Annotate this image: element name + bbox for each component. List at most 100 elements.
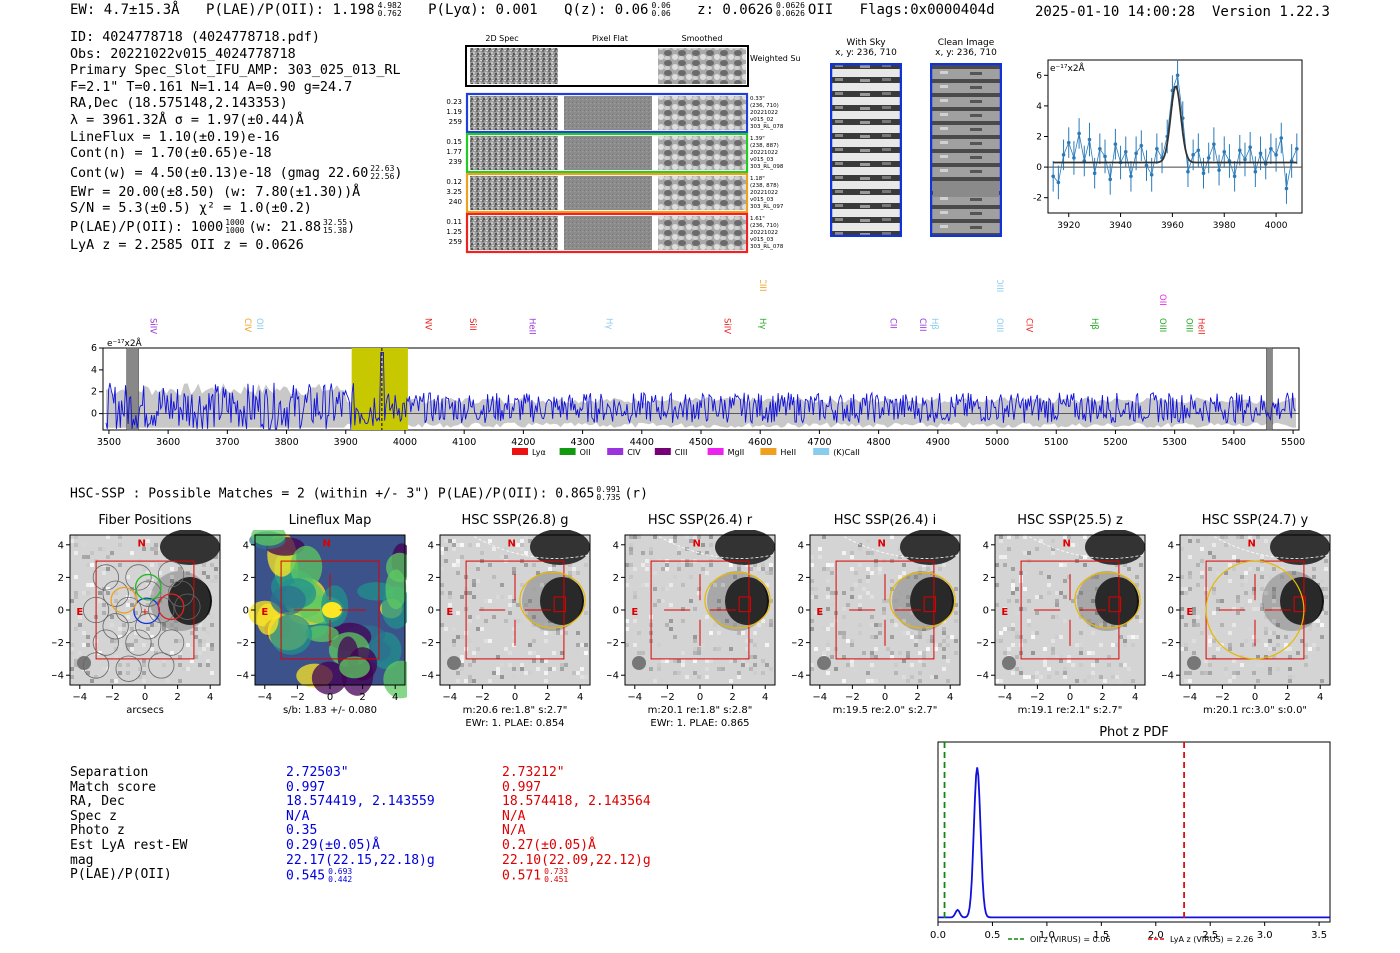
image-pixel [878,539,882,543]
image-pixel [572,567,576,571]
faint-source [1187,656,1201,670]
image-pixel [214,579,218,583]
image-pixel [858,543,862,547]
image-pixel [641,551,645,555]
faint-source [447,656,461,670]
image-pixel [1003,607,1007,611]
image-pixel [150,643,154,647]
image-pixel [1091,663,1095,667]
panel-xtick-label: −2 [1215,692,1230,703]
image-pixel [130,647,134,651]
image-pixel [890,535,894,539]
image-pixel [488,563,492,567]
image-pixel [930,635,934,639]
image-pixel [1051,651,1055,655]
image-pixel [942,655,946,659]
image-pixel [810,619,814,623]
image-pixel [1220,535,1224,539]
image-pixel [142,659,146,663]
image-pixel [866,567,870,571]
image-pixel [922,563,926,567]
cutout-row-meta: (238, 878) [750,183,779,189]
image-pixel [468,675,472,679]
image-pixel [858,603,862,607]
image-pixel [70,675,74,679]
pdf-xtick-label: 0.0 [930,930,946,941]
image-pixel [1015,655,1019,659]
fiber-second [134,573,162,601]
image-pixel [1292,655,1296,659]
image-pixel [448,595,452,599]
image-pixel [1268,639,1272,643]
image-pixel [1252,591,1256,595]
image-pixel [1188,535,1192,539]
image-pixel [858,655,862,659]
image-pixel [472,679,476,683]
image-pixel [942,627,946,631]
fiber-third [110,586,138,614]
image-pixel [1055,591,1059,595]
image-pixel [705,659,709,663]
image-pixel [697,651,701,655]
image-pixel [536,655,540,659]
cutout-row-meta: 0.33" [750,96,765,102]
image-pixel [1007,535,1011,539]
image-pixel [1003,563,1007,567]
image-pixel [170,575,174,579]
cutout-row-flat [564,136,652,170]
image-pixel [1320,679,1324,683]
image-pixel [178,651,182,655]
image-pixel [1272,647,1276,651]
image-pixel [202,647,206,651]
full-xtick-label: 4700 [807,437,831,448]
image-pixel [1027,619,1031,623]
image-pixel [1015,631,1019,635]
image-pixel [544,659,548,663]
image-pixel [130,583,134,587]
image-pixel [1248,599,1252,603]
image-pixel [870,571,874,575]
image-pixel [661,659,665,663]
image-pixel [1292,571,1296,575]
image-pixel [1308,659,1312,663]
image-pixel [769,567,773,571]
image-pixel [1003,555,1007,559]
image-pixel [673,575,677,579]
match-label: P(LAE)/P(OII) [70,867,172,883]
image-pixel [1003,651,1007,655]
image-pixel [512,643,516,647]
zoom-gaussian-fit [1053,85,1297,164]
image-pixel [1272,595,1276,599]
cutout-row-stat: 259 [449,118,462,126]
image-pixel [1320,587,1324,591]
image-pixel [669,539,673,543]
aperture-arc [474,536,591,559]
panel-caption: m:20.6 re:1.8" s:2.7" [463,705,568,716]
bright-halo [892,571,952,631]
image-pixel [1023,639,1027,643]
cutout-row-meta: v015_03 [750,157,774,163]
image-pixel [1272,567,1276,571]
image-pixel [82,555,86,559]
match-blue-value: 0.545 0.693 0.442 [286,868,502,884]
image-pixel [460,595,464,599]
image-pixel [150,563,154,567]
image-pixel [629,575,633,579]
image-pixel [1095,659,1099,663]
full-legend-label: CIII [675,448,688,457]
image-pixel [846,603,850,607]
image-pixel [508,651,512,655]
cutout-row-meta: 20221022 [750,190,778,196]
panel-ytick-label: −4 [792,671,804,682]
zoom-ylabel: e⁻¹⁷x2Å [1050,62,1086,74]
full-legend-label: (K)CaII [833,448,860,457]
image-pixel [70,667,74,671]
image-pixel [942,563,946,567]
image-pixel [1192,623,1196,627]
image-pixel [150,623,154,627]
image-pixel [769,563,773,567]
image-pixel [440,591,444,595]
image-pixel [761,567,765,571]
image-pixel [142,567,146,571]
image-pixel [1252,607,1256,611]
